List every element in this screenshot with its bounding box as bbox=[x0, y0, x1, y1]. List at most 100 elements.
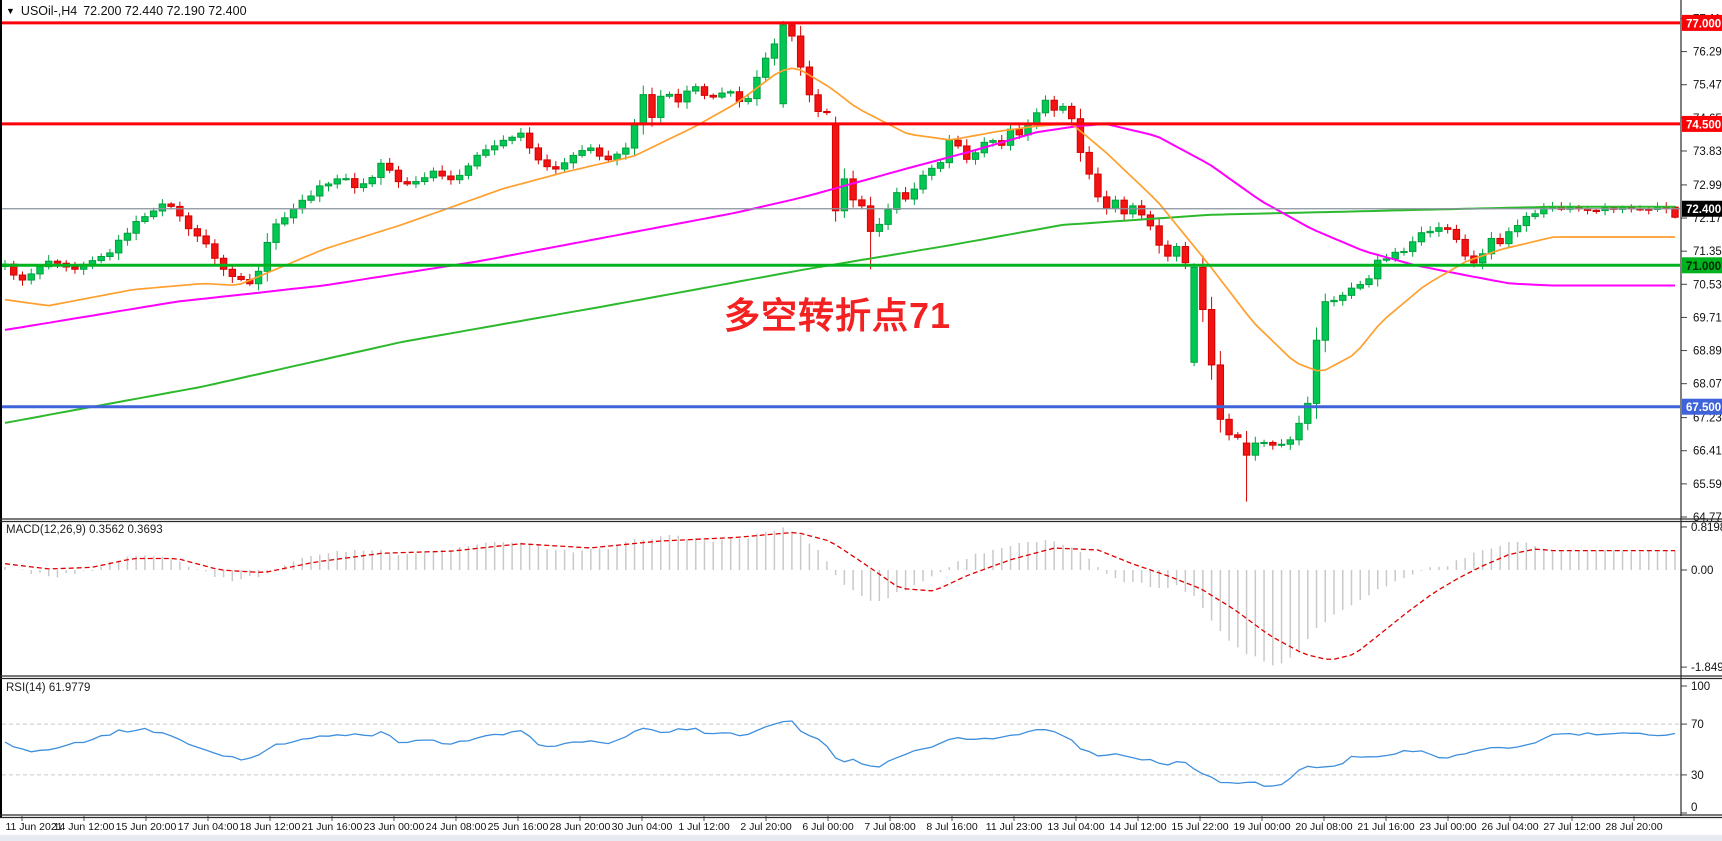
candle-body bbox=[473, 154, 481, 167]
candle-body bbox=[97, 255, 105, 262]
time-axis-label: 21 Jun 16:00 bbox=[302, 821, 363, 833]
candle-body bbox=[1592, 209, 1601, 212]
candle-body bbox=[1181, 246, 1190, 264]
candle-body bbox=[517, 132, 525, 138]
candle-body bbox=[71, 266, 79, 270]
candle-body bbox=[1094, 173, 1102, 198]
candle-body bbox=[1216, 364, 1225, 420]
candle-body bbox=[604, 155, 612, 161]
time-axis-label: 28 Jul 20:00 bbox=[1605, 821, 1662, 833]
candle-body bbox=[840, 178, 849, 212]
candle-body bbox=[176, 205, 184, 217]
candle-body bbox=[1155, 225, 1163, 246]
rsi-name: RSI(14) bbox=[6, 682, 46, 694]
candle-body bbox=[342, 178, 350, 181]
candle-body bbox=[954, 139, 962, 147]
candle-body bbox=[1199, 266, 1207, 311]
candle-body bbox=[482, 149, 490, 156]
time-axis-label: 17 Jun 04:00 bbox=[178, 821, 239, 833]
rsi-axis-label: 70 bbox=[1691, 719, 1704, 731]
macd-axis-label: 0.8198 bbox=[1691, 522, 1722, 534]
time-axis-label: 26 Jul 04:00 bbox=[1481, 821, 1538, 833]
macd-signal-line bbox=[4, 531, 1675, 660]
left-border bbox=[0, 0, 2, 818]
price-tick-label: 75.470 bbox=[1693, 80, 1722, 92]
rsi-indicator-label: RSI(14) 61.9779 bbox=[6, 682, 90, 694]
candle-body bbox=[1260, 441, 1268, 445]
rsi-axis-label: 100 bbox=[1691, 681, 1710, 693]
rsi-panel[interactable] bbox=[2, 720, 1681, 787]
candle-body bbox=[211, 243, 219, 259]
macd-values: 0.3562 0.3693 bbox=[89, 524, 163, 536]
candle-body bbox=[1461, 238, 1469, 257]
candle-body bbox=[272, 223, 280, 243]
candle-body bbox=[971, 152, 980, 160]
candle-body bbox=[945, 139, 953, 164]
candle-body bbox=[700, 86, 709, 96]
candle-body bbox=[657, 95, 665, 118]
candle-body bbox=[665, 93, 674, 97]
price-badge-label: 71.000 bbox=[1686, 261, 1721, 273]
candle-body bbox=[569, 154, 578, 164]
candle-body bbox=[88, 260, 97, 265]
candle-body bbox=[1269, 441, 1277, 446]
candle-body bbox=[525, 132, 534, 149]
candle-body bbox=[788, 24, 796, 37]
rsi-axis-label: 30 bbox=[1691, 770, 1704, 782]
macd-indicator-label: MACD(12,26,9) 0.3562 0.3693 bbox=[6, 524, 163, 536]
candle-body bbox=[884, 208, 892, 225]
candle-body bbox=[1330, 299, 1338, 303]
candle-body bbox=[578, 150, 586, 156]
candle-body bbox=[1374, 259, 1382, 280]
price-axis[interactable]: 77.11076.29075.47074.65073.83072.99072.1… bbox=[1681, 13, 1722, 814]
candle-body bbox=[1172, 246, 1181, 257]
candle-body bbox=[718, 92, 726, 98]
rsi-value: 61.9779 bbox=[48, 682, 91, 694]
main-price-panel[interactable] bbox=[2, 20, 1681, 502]
candle-body bbox=[351, 178, 359, 189]
candle-body bbox=[27, 273, 35, 281]
candle-body bbox=[228, 268, 237, 277]
candle-body bbox=[386, 162, 394, 171]
price-badge-label: 74.500 bbox=[1686, 119, 1721, 131]
candle-body bbox=[1190, 266, 1198, 363]
candle-body bbox=[1347, 287, 1356, 296]
candle-body bbox=[1435, 227, 1443, 232]
price-tick-label: 69.710 bbox=[1693, 312, 1722, 324]
candle-body bbox=[149, 210, 158, 218]
candle-body bbox=[1496, 237, 1504, 245]
candle-body bbox=[359, 183, 368, 189]
time-axis-label: 24 Jun 08:00 bbox=[426, 821, 487, 833]
candle-body bbox=[1102, 196, 1111, 209]
candle-body bbox=[1400, 250, 1408, 254]
candle-body bbox=[167, 203, 175, 207]
price-tick-label: 76.290 bbox=[1693, 47, 1722, 59]
macd-panel[interactable] bbox=[4, 527, 1676, 666]
candle-body bbox=[106, 252, 114, 257]
time-axis-label: 20 Jul 08:00 bbox=[1295, 821, 1352, 833]
macd-axis-label: 0.00 bbox=[1691, 565, 1713, 577]
candle-body bbox=[849, 178, 857, 201]
candle-body bbox=[316, 185, 324, 197]
time-axis-label: 23 Jun 00:00 bbox=[364, 821, 425, 833]
ohlc-quotes-label: 72.200 72.440 72.190 72.400 bbox=[83, 4, 247, 18]
chart-text-annotation[interactable]: 多空转折点71 bbox=[724, 295, 952, 336]
time-axis-label: 11 Jun 2021 bbox=[5, 821, 62, 833]
rsi-line bbox=[4, 720, 1676, 787]
chart-dropdown-icon[interactable]: ▼ bbox=[6, 5, 15, 16]
candle-body bbox=[1129, 205, 1137, 215]
candle-body bbox=[1312, 339, 1321, 404]
candle-body bbox=[595, 147, 604, 157]
candle-body bbox=[368, 176, 376, 185]
candle-body bbox=[1286, 439, 1294, 445]
price-tick-label: 71.350 bbox=[1693, 246, 1722, 258]
price-badge-label: 67.500 bbox=[1686, 402, 1721, 414]
candle-body bbox=[1505, 231, 1513, 245]
candle-body bbox=[831, 123, 840, 212]
candle-body bbox=[114, 239, 123, 254]
candle-body bbox=[587, 147, 595, 152]
candle-body bbox=[455, 174, 464, 181]
candle-body bbox=[1059, 105, 1067, 111]
